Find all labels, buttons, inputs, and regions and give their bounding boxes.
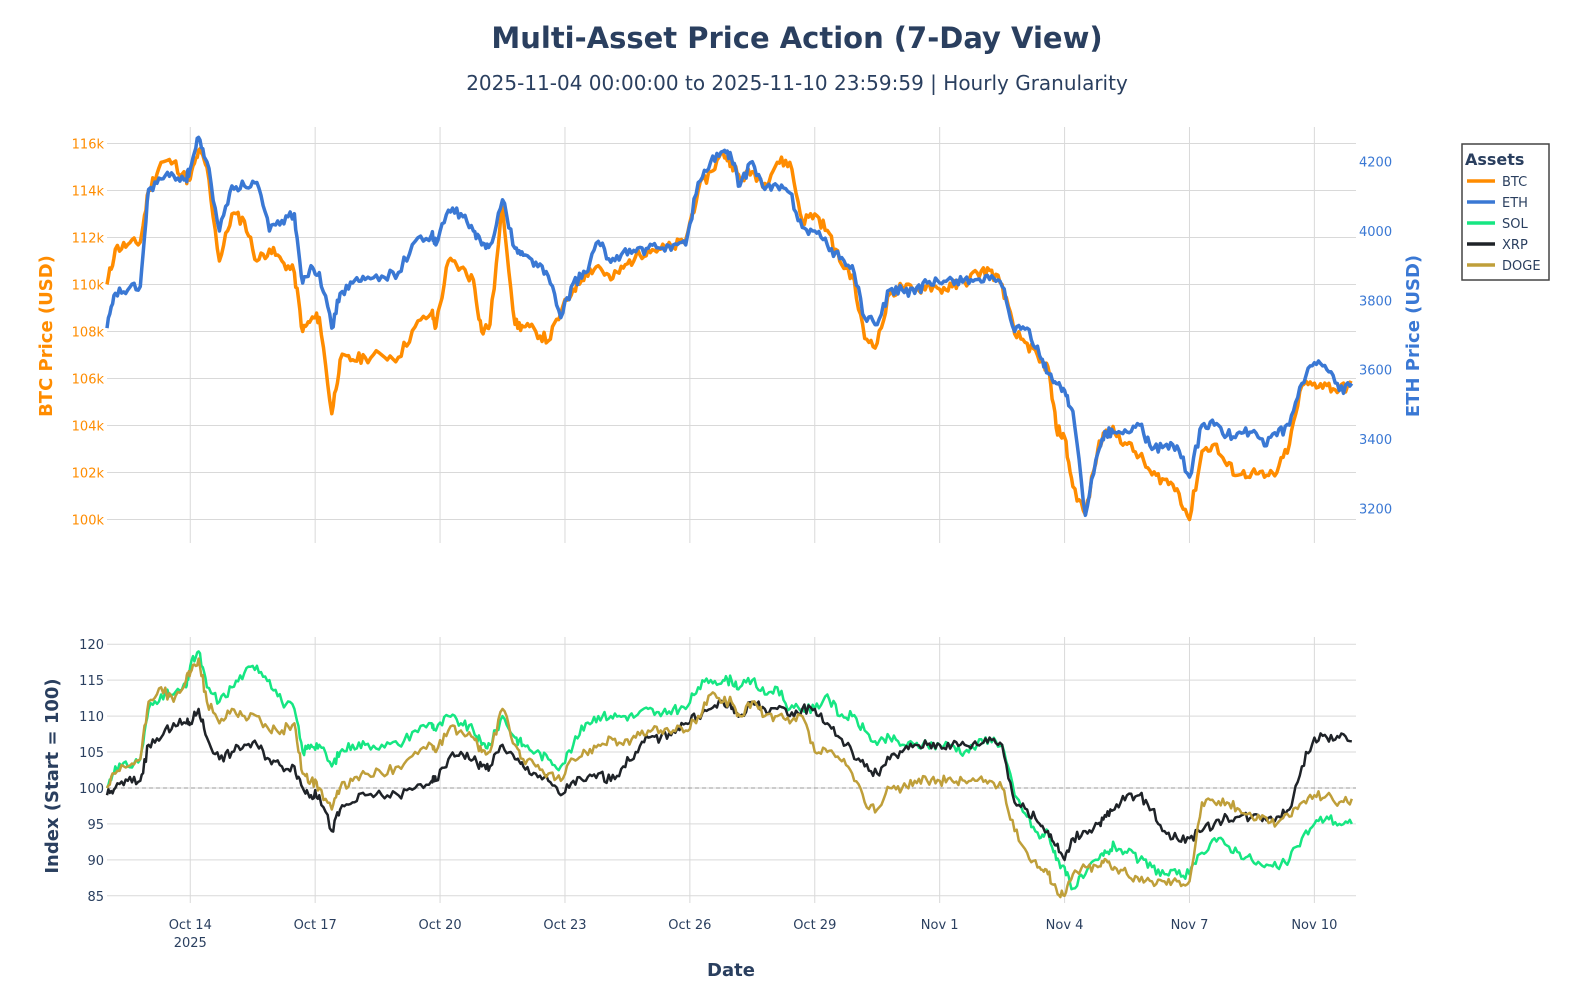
bottom-panel-series <box>105 650 1353 899</box>
legend: Assets BTC ETH SOL XRP DOGE <box>1461 143 1550 281</box>
legend-item-eth[interactable]: ETH <box>1467 196 1528 211</box>
series-line-eth <box>105 135 1354 518</box>
index-tick-label: 115 <box>79 674 104 689</box>
x-tick-year: 2025 <box>174 936 207 951</box>
index-tick-label: 95 <box>87 818 104 833</box>
x-tick-label: Nov 10 <box>1291 918 1337 933</box>
eth-tick-label: 3200 <box>1359 502 1392 517</box>
chart-title: Multi-Asset Price Action (7-Day View) <box>491 21 1102 55</box>
legend-items: BTC ETH SOL XRP DOGE <box>1467 175 1541 274</box>
eth-axis-ticks: 3200 3400 3600 3800 4000 4200 <box>1359 156 1392 518</box>
eth-tick-label: 3600 <box>1359 364 1392 379</box>
x-tick-label: Nov 4 <box>1046 918 1084 933</box>
x-tick-label: Oct 26 <box>668 918 711 933</box>
eth-tick-label: 4000 <box>1359 225 1392 240</box>
x-tick-label: Oct 17 <box>294 918 337 933</box>
index-axis-ticks: 85 90 95 100 105 110 115 120 <box>79 638 104 905</box>
eth-tick-label: 3800 <box>1359 294 1392 309</box>
legend-box <box>1461 143 1550 281</box>
btc-tick-label: 108k <box>72 325 105 340</box>
legend-item-sol[interactable]: SOL <box>1467 217 1528 232</box>
legend-label: SOL <box>1502 217 1528 232</box>
index-tick-label: 100 <box>79 782 104 797</box>
btc-axis-ticks: 100k 102k 104k 106k 108k 110k 112k 114k 116k <box>72 137 105 528</box>
date-axis-ticks: Oct 14 2025 Oct 17 Oct 20 Oct 23 Oct 26 Oct 29… <box>169 918 1338 951</box>
btc-tick-label: 100k <box>72 513 105 528</box>
btc-tick-label: 106k <box>72 372 105 387</box>
x-tick-label: Oct 29 <box>793 918 836 933</box>
btc-axis-title: BTC Price (USD) <box>36 255 57 417</box>
index-tick-label: 105 <box>79 746 104 761</box>
legend-label: ETH <box>1502 196 1528 211</box>
x-tick-label: Nov 7 <box>1171 918 1209 933</box>
eth-tick-label: 3400 <box>1359 433 1392 448</box>
top-panel-series <box>105 135 1354 522</box>
index-tick-label: 120 <box>79 638 104 653</box>
btc-tick-label: 110k <box>72 278 105 293</box>
index-axis-title: Index (Start = 100) <box>42 678 63 873</box>
eth-tick-label: 4200 <box>1359 156 1392 171</box>
x-tick-label: Oct 23 <box>543 918 586 933</box>
x-tick-label: Oct 20 <box>418 918 461 933</box>
legend-item-xrp[interactable]: XRP <box>1467 238 1528 253</box>
series-line-doge <box>105 657 1353 899</box>
btc-tick-label: 112k <box>72 231 105 246</box>
x-tick-label: Nov 1 <box>921 918 959 933</box>
chart-subtitle: 2025-11-04 00:00:00 to 2025-11-10 23:59:… <box>466 71 1128 95</box>
date-axis-title: Date <box>707 960 755 981</box>
x-tick-label: Oct 14 <box>169 918 212 933</box>
btc-tick-label: 114k <box>72 184 105 199</box>
series-line-sol <box>105 650 1353 891</box>
btc-tick-label: 104k <box>72 419 105 434</box>
legend-title: Assets <box>1465 150 1524 169</box>
btc-tick-label: 116k <box>72 137 105 152</box>
eth-axis-title: ETH Price (USD) <box>1403 255 1424 417</box>
index-tick-label: 85 <box>87 890 104 905</box>
legend-label: XRP <box>1502 238 1528 253</box>
legend-label: DOGE <box>1502 259 1541 274</box>
index-tick-label: 110 <box>79 710 104 725</box>
btc-tick-label: 102k <box>72 466 105 481</box>
legend-label: BTC <box>1502 175 1527 190</box>
top-panel-grid <box>107 127 1356 543</box>
legend-item-doge[interactable]: DOGE <box>1467 259 1541 274</box>
legend-item-btc[interactable]: BTC <box>1467 175 1527 190</box>
index-tick-label: 90 <box>87 854 104 869</box>
